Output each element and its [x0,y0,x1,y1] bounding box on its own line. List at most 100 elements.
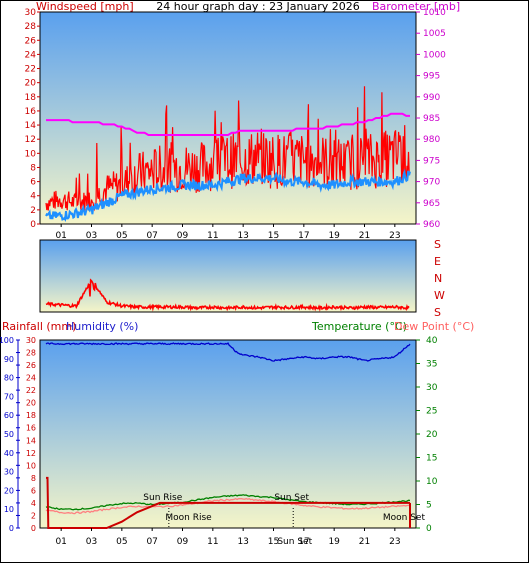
temp-tick-label: 10 [426,477,438,487]
x-tick-label: 01 [55,231,66,241]
rain-tick-label: 28 [26,349,36,358]
climate-series [45,342,411,529]
wind-tick-label: 10 [25,149,37,159]
x-tick-label: 11 [207,537,218,547]
astro-label: Moon Rise [165,513,212,523]
barometer-tick-label: 1005 [423,29,446,39]
humidity-tick-label: 80 [4,374,14,383]
barometer-tick-label: 1010 [423,8,446,18]
astro-label: Sun Set [277,537,312,547]
average-wind-line [45,168,411,223]
chart-title: 24 hour graph day : 23 January 2026 [156,0,360,13]
barometer-line [46,112,410,136]
x-tick-label: 05 [116,231,127,241]
climate-panel-x-ticks: 01 03 05 07 09 11 13 15 17 19 21 23 [55,528,401,547]
wind-tick-label: 12 [25,135,36,145]
windspeed-line [45,86,410,212]
barometer-tick-label: 975 [423,156,440,166]
wind-series [45,86,411,223]
astro-annotations: Sun Rise Moon Rise Sun Set Moon Set Sun Set [143,493,425,547]
barometer-tick-label: 995 [423,72,440,82]
wind-tick-label: 30 [25,8,37,18]
dewpoint-line [45,497,411,515]
x-tick-label: 23 [389,537,400,547]
x-tick-label: 19 [328,537,340,547]
temperature-line [45,494,411,511]
astro-label: Sun Set [274,493,309,503]
wind-tick-label: 6 [30,178,36,188]
right-axis-label: Barometer [mb] [372,0,460,13]
x-tick-label: 03 [86,537,97,547]
barometer-tick-label: 1000 [423,50,446,60]
humidity-tick-label: 100 [0,336,14,345]
barometer-tick-label: 960 [423,220,440,230]
wind-tick-label: 16 [25,107,37,117]
wind-tick-label: 26 [25,36,37,46]
direction-panel-background [39,239,417,313]
wind-tick-label: 14 [25,121,37,131]
wind-tick-label: 0 [30,220,36,230]
rain-tick-label: 2 [31,511,36,520]
climate-panel: 0102030405060708090100024681012141618202… [0,336,438,547]
x-tick-label: 17 [298,231,309,241]
wind-panel-x-ticks: 01 03 05 07 09 11 13 15 17 19 21 23 [55,224,401,241]
temp-tick-label: 30 [426,383,438,393]
wind-tick-label: 28 [25,22,37,32]
barometer-tick-label: 965 [423,199,440,209]
barometer-tick-label: 985 [423,114,440,124]
x-tick-label: 17 [298,537,309,547]
rain-tick-label: 16 [26,424,36,433]
temp-tick-label: 40 [426,336,438,346]
wind-tick-label: 2 [30,206,36,216]
rain-tick-label: 12 [26,449,36,458]
x-tick-label: 01 [55,537,66,547]
x-tick-label: 13 [237,537,248,547]
x-tick-label: 09 [177,231,189,241]
barometer-tick-label: 970 [423,178,440,188]
x-tick-label: 09 [177,537,189,547]
rain-tick-label: 22 [26,386,36,395]
humidity-tick-label: 50 [4,430,14,439]
wind-direction-line [45,278,410,312]
x-tick-label: 07 [146,231,157,241]
rain-tick-label: 24 [26,374,36,383]
x-tick-label: 23 [389,231,400,241]
temp-tick-label: 20 [426,430,438,440]
rainfall-label: Rainfall (mm) [2,320,76,333]
dewpoint-label: Dew Point (°C) [394,320,474,333]
rain-tick-label: 0 [31,524,36,533]
x-tick-label: 05 [116,537,127,547]
x-tick-label: 19 [328,231,340,241]
rain-tick-label: 10 [26,461,36,470]
direction-label: S [434,306,441,319]
x-tick-label: 15 [268,537,279,547]
wind-tick-label: 4 [30,192,36,202]
temperature-label: Temperature (°C) [311,320,407,333]
wind-tick-label: 18 [25,93,37,103]
temp-tick-label: 0 [426,524,432,534]
wind-panel-background [39,11,417,225]
climate-panel-background [39,339,417,529]
rain-tick-label: 6 [31,486,36,495]
humidity-tick-label: 20 [4,486,14,495]
humidity-tick-label: 90 [4,355,14,364]
rain-tick-label: 14 [26,436,36,445]
direction-label: W [434,289,445,302]
temp-tick-label: 5 [426,501,432,511]
wind-tick-label: 22 [25,65,36,75]
x-tick-label: 03 [86,231,97,241]
barometer-tick-label: 990 [423,93,440,103]
direction-label: N [434,272,442,285]
direction-label: E [434,255,441,268]
wind-tick-label: 8 [30,163,36,173]
x-tick-label: 21 [359,537,370,547]
x-tick-label: 11 [207,231,218,241]
humidity-tick-label: 30 [4,468,14,477]
rain-tick-label: 20 [26,399,36,408]
humidity-tick-label: 70 [4,392,14,401]
